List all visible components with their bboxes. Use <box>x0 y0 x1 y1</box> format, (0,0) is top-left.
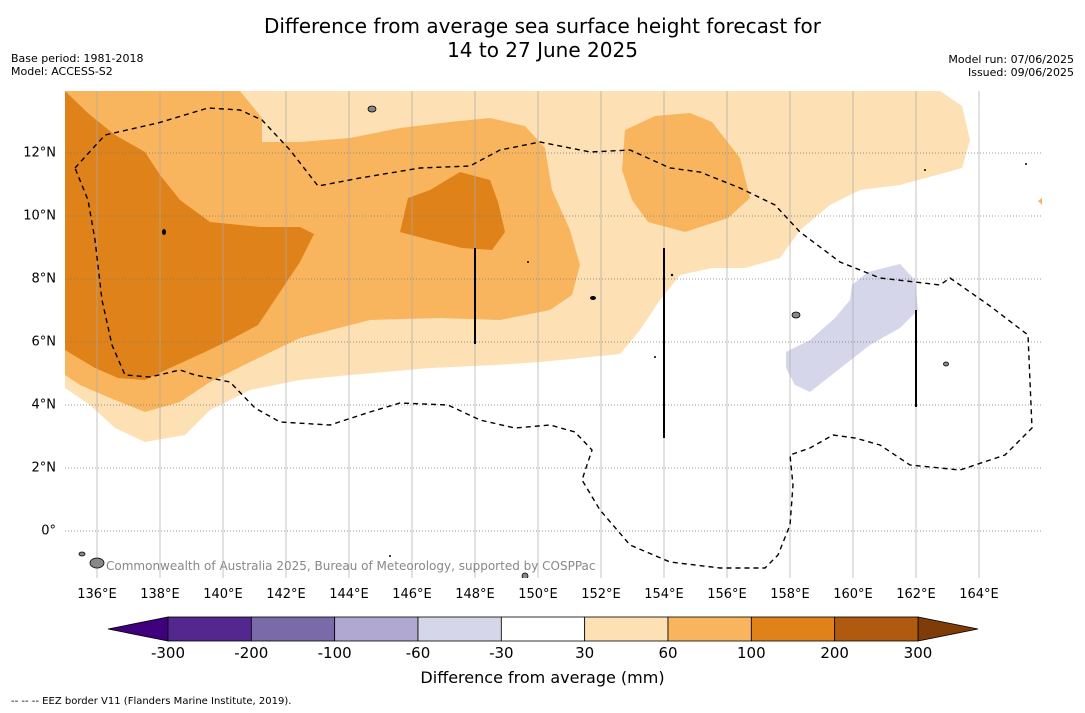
longitude-tick-label: 148°E <box>455 587 495 602</box>
title-line-2: 14 to 27 June 2025 <box>447 38 638 62</box>
colorbar-swatch <box>250 616 336 642</box>
longitude-tick-label: 160°E <box>833 587 873 602</box>
colorbar-tick-label: 300 <box>903 644 933 662</box>
colorbar-swatch <box>584 616 669 642</box>
island <box>590 296 596 300</box>
island <box>162 229 166 235</box>
colorbar-tick-label: -300 <box>150 644 186 662</box>
longitude-tick-label: 144°E <box>329 587 369 602</box>
colorbar-tick-label: 200 <box>820 644 849 662</box>
island <box>924 169 926 171</box>
island <box>670 273 674 277</box>
footnote-eez: -- -- -- EEZ border V11 (Flanders Marine… <box>11 696 292 707</box>
meridian-segments <box>474 248 917 438</box>
model-name: Model: ACCESS-S2 <box>11 65 113 78</box>
colorbar-tick-label: -30 <box>489 644 514 662</box>
graticule <box>65 91 1042 578</box>
longitude-tick-label: 146°E <box>392 587 432 602</box>
colorbar-tick-label: -200 <box>234 644 269 662</box>
longitude-tick-label: 162°E <box>896 587 936 602</box>
longitude-tick-label: 136°E <box>77 587 117 602</box>
latitude-tick-label: 2°N <box>31 460 57 476</box>
colorbar-tick-label: 30 <box>575 644 595 662</box>
anomaly-fill-layer <box>65 91 1042 442</box>
latitude-tick-label: 6°N <box>31 334 57 350</box>
island <box>89 557 105 569</box>
islands-layer <box>78 105 1027 578</box>
longitude-tick-label: 164°E <box>959 587 999 602</box>
colorbar-swatch <box>417 616 502 642</box>
island <box>527 261 529 263</box>
meta-left: Base period: 1981-2018 Model: ACCESS-S2 <box>11 52 143 78</box>
anomaly-region-100-200-central <box>400 172 505 250</box>
colorbar-swatch <box>667 616 752 642</box>
longitude-tick-label: 140°E <box>203 587 243 602</box>
island <box>521 572 529 578</box>
colorbar-tick-label: -100 <box>317 644 352 662</box>
island <box>943 361 949 367</box>
colorbar-label: Difference from average (mm) <box>420 668 665 687</box>
colorbar-over-arrow <box>917 616 979 642</box>
colorbar-swatch <box>167 616 252 642</box>
title-line-1: Difference from average sea surface heig… <box>263 14 822 38</box>
latitude-tick-label: 4°N <box>31 397 57 413</box>
latitude-tick-label: 8°N <box>31 271 57 287</box>
colorbar-under-arrow <box>107 616 169 642</box>
eez-border-palau-fsm <box>74 107 1033 569</box>
anomaly-region-100-200 <box>65 91 314 380</box>
copyright-text: Commonwealth of Australia 2025, Bureau o… <box>106 559 596 573</box>
eez-borders <box>74 107 1033 569</box>
colorbar-swatch <box>834 616 919 642</box>
model-run: Model run: 07/06/2025 <box>948 53 1074 66</box>
base-period: Base period: 1981-2018 <box>11 52 144 65</box>
longitude-tick-label: 142°E <box>266 587 306 602</box>
latitude-tick-label: 0° <box>41 523 56 539</box>
colorbar-tick-label: 60 <box>658 644 678 662</box>
anomaly-region-60-100-edge <box>1038 198 1042 205</box>
longitude-tick-label: 138°E <box>140 587 180 602</box>
latitude-tick-label: 12°N <box>23 145 56 161</box>
longitude-tick-label: 154°E <box>644 587 684 602</box>
anomaly-region-60-100-east <box>622 113 750 232</box>
longitude-tick-label: 150°E <box>518 587 558 602</box>
meta-right: Model run: 07/06/2025 Issued: 09/06/2025 <box>948 53 1074 79</box>
longitude-tick-label: 158°E <box>770 587 810 602</box>
colorbar-tick-label: -60 <box>405 644 431 662</box>
issued-date: Issued: 09/06/2025 <box>967 66 1074 79</box>
island <box>367 105 377 113</box>
longitude-tick-label: 156°E <box>707 587 747 602</box>
island <box>791 311 801 319</box>
colorbar-swatch <box>334 616 419 642</box>
island <box>654 356 656 358</box>
colorbar-swatch <box>750 616 836 642</box>
anomaly-region-neg60-neg30 <box>786 264 918 392</box>
island <box>1025 163 1027 165</box>
latitude-tick-label: 10°N <box>23 208 56 224</box>
chart-title: Difference from average sea surface heig… <box>0 14 1085 62</box>
longitude-tick-label: 152°E <box>581 587 621 602</box>
island <box>389 555 391 557</box>
colorbar-swatch <box>500 616 586 642</box>
colorbar-tick-label: 100 <box>737 644 766 662</box>
island <box>78 551 86 557</box>
